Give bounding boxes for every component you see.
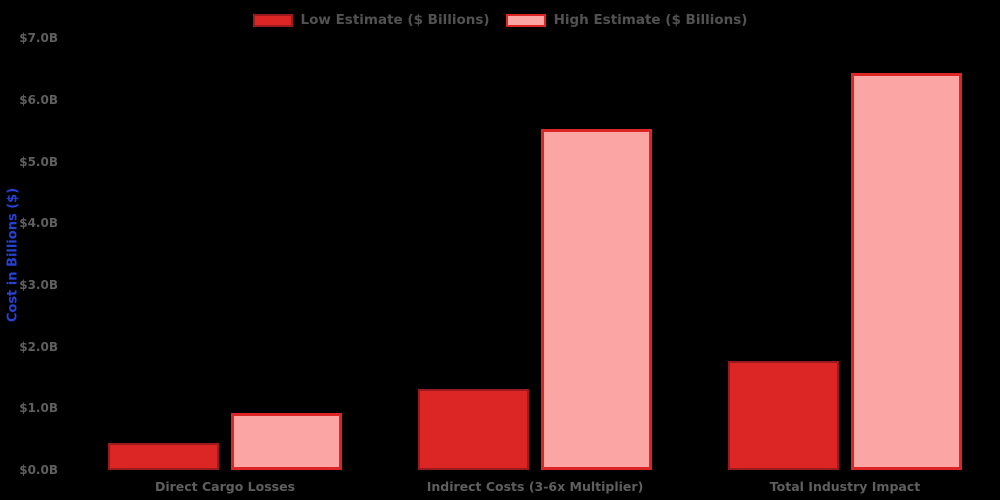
- y-tick-label: $0.0B: [19, 463, 58, 477]
- y-tick-label: $6.0B: [19, 92, 58, 107]
- x-tick-label-0: Direct Cargo Losses: [154, 479, 296, 494]
- bar-high-1: [541, 129, 652, 470]
- legend-swatch-low: [252, 13, 293, 27]
- y-tick-label: $5.0B: [19, 154, 58, 169]
- bar-low-0: [108, 442, 219, 470]
- y-tick-label: $2.0B: [19, 339, 58, 354]
- y-tick-label: $7.0B: [19, 31, 58, 46]
- y-axis-title: Cost in Billions ($): [5, 187, 21, 323]
- bar-high-0: [231, 413, 342, 470]
- chart-legend: Low Estimate ($ Billions) High Estimate (…: [0, 12, 1000, 28]
- legend-label: High Estimate ($ Billions): [553, 12, 748, 28]
- x-tick-label-2: Total Industry Impact: [769, 479, 921, 494]
- y-tick-label: $4.0B: [19, 216, 58, 231]
- bar-low-1: [418, 388, 529, 470]
- legend-item-high: High Estimate ($ Billions): [505, 12, 748, 28]
- y-tick-label: $1.0B: [19, 401, 58, 416]
- x-tick-label-1: Indirect Costs (3-6x Multiplier): [426, 479, 644, 494]
- legend-item-low: Low Estimate ($ Billions): [252, 12, 490, 28]
- legend-label: Low Estimate ($ Billions): [300, 12, 490, 28]
- y-tick-label: $3.0B: [19, 277, 58, 292]
- bar-high-2: [851, 72, 962, 470]
- legend-swatch-high: [505, 13, 546, 27]
- bar-low-2: [728, 361, 839, 470]
